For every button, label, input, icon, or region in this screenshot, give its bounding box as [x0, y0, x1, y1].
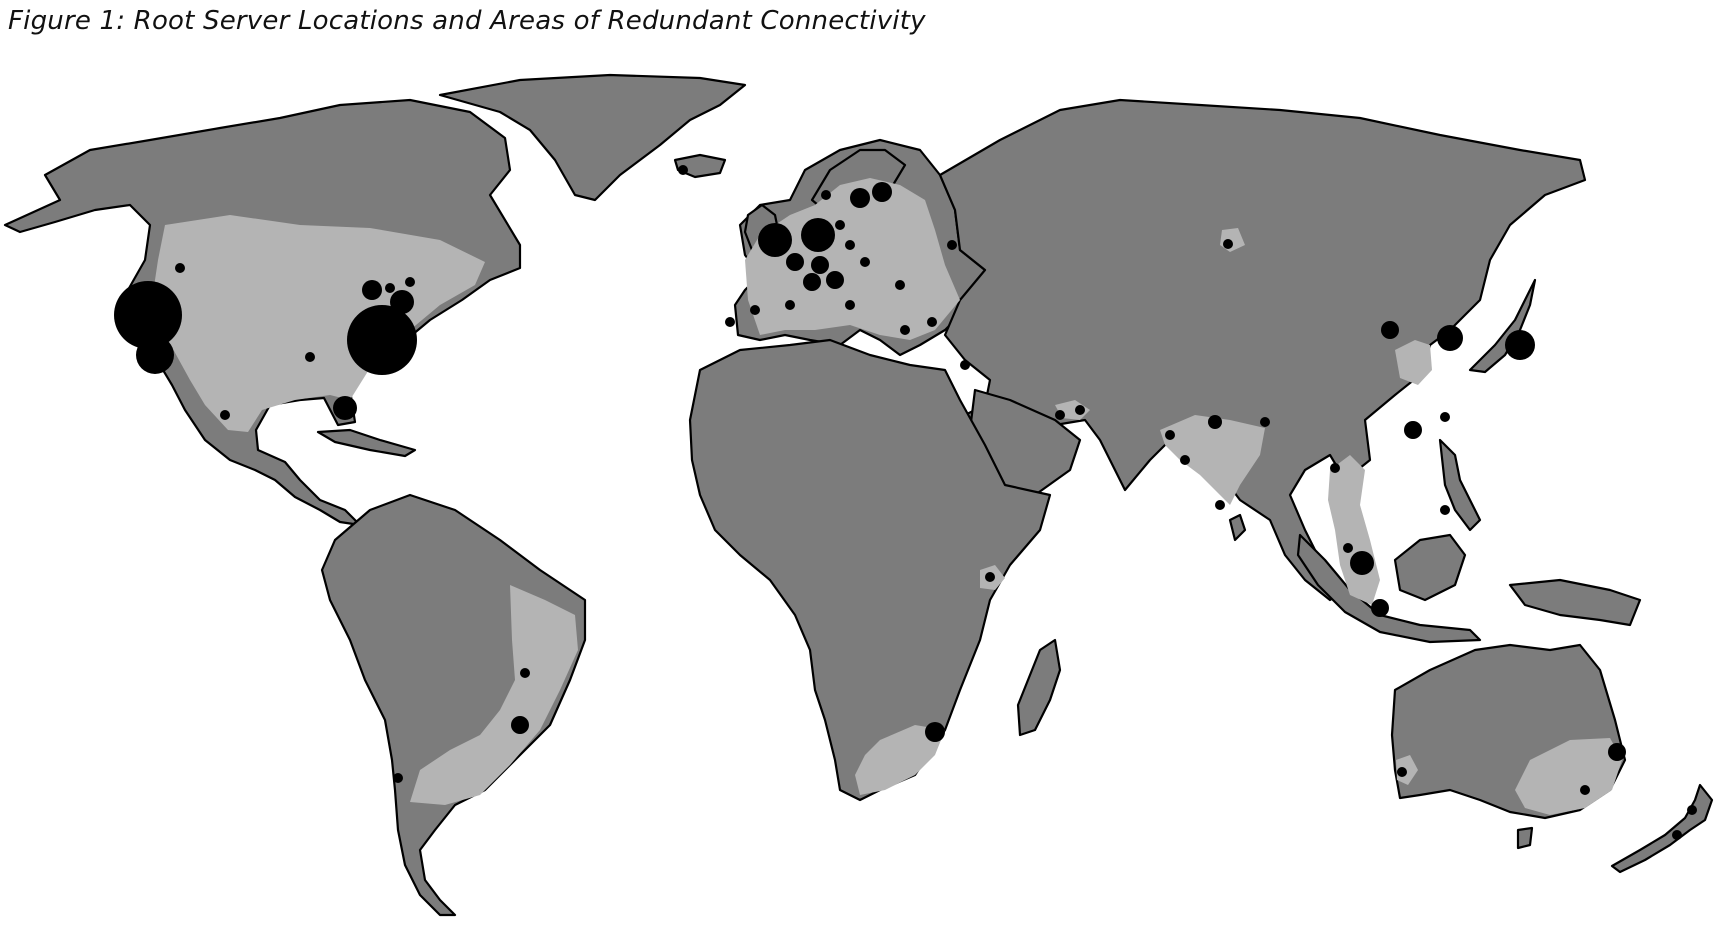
root-server-marker: [1440, 505, 1450, 515]
redundant-area-east-asia: [1395, 340, 1432, 385]
root-server-marker: [114, 281, 182, 349]
redundant-area-south-africa: [855, 725, 945, 795]
root-server-marker: [390, 290, 414, 314]
root-server-marker: [725, 317, 735, 327]
landmass-borneo: [1393, 533, 1467, 602]
root-server-marker: [826, 271, 844, 289]
root-server-marker: [925, 722, 945, 742]
root-server-marker: [850, 188, 870, 208]
root-server-marker: [785, 300, 795, 310]
root-server-marker: [1165, 430, 1175, 440]
redundant-area-south-america: [410, 585, 578, 805]
root-server-marker: [1672, 830, 1682, 840]
redundant-area-europe: [745, 178, 960, 340]
root-server-marker: [811, 256, 829, 274]
landmass-new-zealand: [1610, 783, 1714, 874]
root-server-marker: [1180, 455, 1190, 465]
landmass-cuba: [316, 428, 417, 458]
root-server-marker: [520, 668, 530, 678]
landmass-sri-lanka: [1228, 513, 1247, 542]
root-server-marker: [835, 220, 845, 230]
landmass-new-guinea: [1508, 578, 1642, 627]
root-server-marker: [750, 305, 760, 315]
root-server-marker: [1687, 805, 1697, 815]
root-server-marker: [1437, 325, 1463, 351]
redundant-area-perth: [1396, 755, 1418, 785]
root-server-marker: [803, 273, 821, 291]
root-server-marker: [758, 223, 792, 257]
landmass-greenland: [438, 73, 747, 202]
root-server-marker: [895, 280, 905, 290]
root-server-marker: [1223, 239, 1233, 249]
root-server-marker: [1397, 767, 1407, 777]
root-server-marker: [405, 277, 415, 287]
root-server-markers: [114, 165, 1697, 840]
root-server-marker: [1505, 330, 1535, 360]
root-server-marker: [385, 283, 395, 293]
root-server-marker: [678, 165, 688, 175]
root-server-marker: [1381, 321, 1399, 339]
root-server-marker: [136, 336, 174, 374]
root-server-marker: [845, 240, 855, 250]
root-server-marker: [1350, 551, 1374, 575]
redundant-area-australia: [1515, 738, 1622, 815]
root-server-marker: [947, 240, 957, 250]
redundant-area-north-america: [152, 215, 485, 432]
root-server-marker: [1371, 599, 1389, 617]
root-server-marker: [1208, 415, 1222, 429]
root-server-marker: [362, 280, 382, 300]
root-server-marker: [1343, 543, 1353, 553]
root-server-marker: [1260, 417, 1270, 427]
figure-title: Figure 1: Root Server Locations and Area…: [8, 6, 926, 36]
root-server-marker: [1580, 785, 1590, 795]
landmass-madagascar: [1016, 638, 1062, 737]
root-server-marker: [393, 773, 403, 783]
redundant-area-india: [1160, 415, 1265, 505]
root-server-marker: [1440, 412, 1450, 422]
root-server-marker: [333, 396, 357, 420]
root-server-marker: [872, 182, 892, 202]
landmass-tasmania: [1516, 826, 1534, 850]
root-server-marker: [1404, 421, 1422, 439]
root-server-marker: [927, 317, 937, 327]
root-server-marker: [347, 305, 417, 375]
root-server-marker: [1330, 463, 1340, 473]
root-server-marker: [821, 190, 831, 200]
root-server-marker: [1215, 500, 1225, 510]
landmass-philippines: [1438, 438, 1482, 532]
landmass-japan: [1468, 278, 1537, 374]
root-server-marker: [985, 572, 995, 582]
root-server-marker: [1608, 743, 1626, 761]
root-server-marker: [220, 410, 230, 420]
root-server-marker: [1055, 410, 1065, 420]
root-server-marker: [845, 300, 855, 310]
root-server-marker: [305, 352, 315, 362]
root-server-marker: [511, 716, 529, 734]
root-server-marker: [860, 257, 870, 267]
root-server-marker: [900, 325, 910, 335]
root-server-marker: [960, 360, 970, 370]
root-server-marker: [175, 263, 185, 273]
root-server-marker: [1075, 405, 1085, 415]
root-server-marker: [786, 253, 804, 271]
root-server-marker: [801, 218, 835, 252]
